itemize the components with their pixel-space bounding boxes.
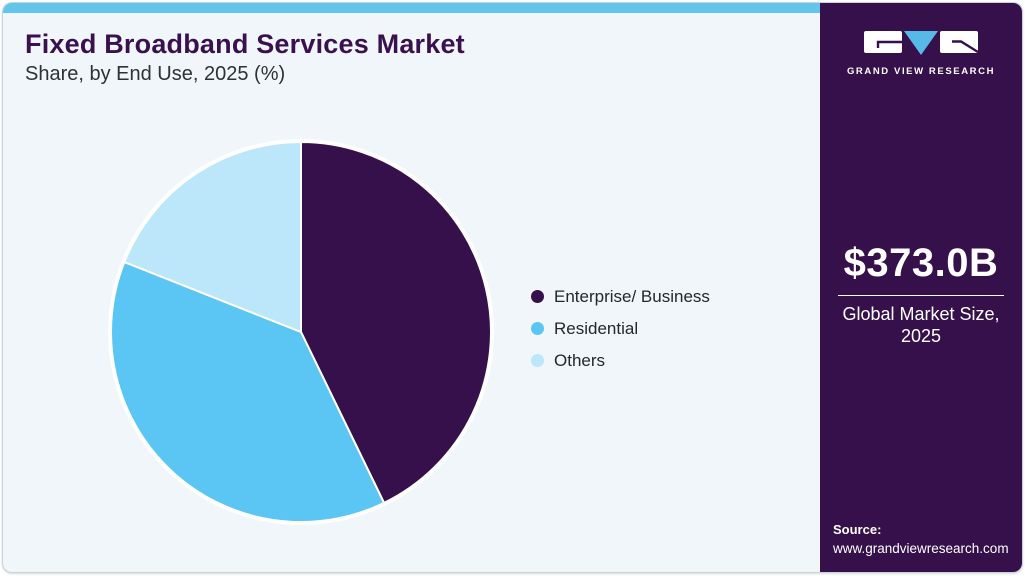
logo-r-glyph (952, 40, 978, 53)
legend-marker-enterprise (531, 290, 544, 303)
source-block: Source: www.grandviewresearch.com (833, 521, 1009, 558)
market-size-caption-line2: 2025 (900, 325, 942, 346)
logo-v-triangle-icon (904, 31, 938, 55)
brand-wordmark: GRAND VIEW RESEARCH (846, 66, 996, 77)
pie-slice-enterprise-business (300, 141, 492, 504)
legend: Enterprise/ Business Residential Others (531, 286, 710, 371)
market-size-caption-line1: Global Market Size, (842, 304, 1000, 324)
legend-label-residential: Residential (554, 318, 639, 338)
logo-g-glyph (876, 40, 902, 48)
legend-marker-others (531, 354, 544, 367)
pie-slice-residential (110, 261, 386, 523)
chart-area: Fixed Broadband Services Market Share, b… (3, 13, 820, 572)
page-title: Fixed Broadband Services Market (25, 29, 465, 59)
pie-chart-container (99, 130, 503, 534)
pie-chart (108, 139, 494, 525)
divider (838, 295, 1004, 296)
market-size-block: $373.0B Global Market Size, 2025 (820, 241, 1022, 348)
legend-marker-residential (531, 322, 544, 335)
logo-g-block (864, 31, 902, 53)
pie-slice-others (123, 141, 302, 333)
brand-logo: GRAND VIEW RESEARCH (820, 31, 1022, 77)
sidebar: GRAND VIEW RESEARCH $373.0B Global Marke… (820, 3, 1022, 572)
legend-item-enterprise: Enterprise/ Business (531, 286, 710, 307)
legend-item-others: Others (531, 350, 710, 371)
legend-label-others: Others (554, 350, 606, 370)
source-label: Source: (833, 521, 882, 537)
page-subtitle: Share, by End Use, 2025 (%) (25, 63, 286, 85)
source-url-link[interactable]: www.grandviewresearch.com (833, 540, 1009, 556)
logo-r-block (940, 31, 978, 53)
gvr-logo-icon (864, 31, 978, 57)
market-size-value: $373.0B (843, 241, 999, 285)
top-accent-strip (3, 3, 1022, 13)
legend-item-residential: Residential (531, 318, 710, 339)
legend-label-enterprise: Enterprise/ Business (554, 286, 710, 306)
